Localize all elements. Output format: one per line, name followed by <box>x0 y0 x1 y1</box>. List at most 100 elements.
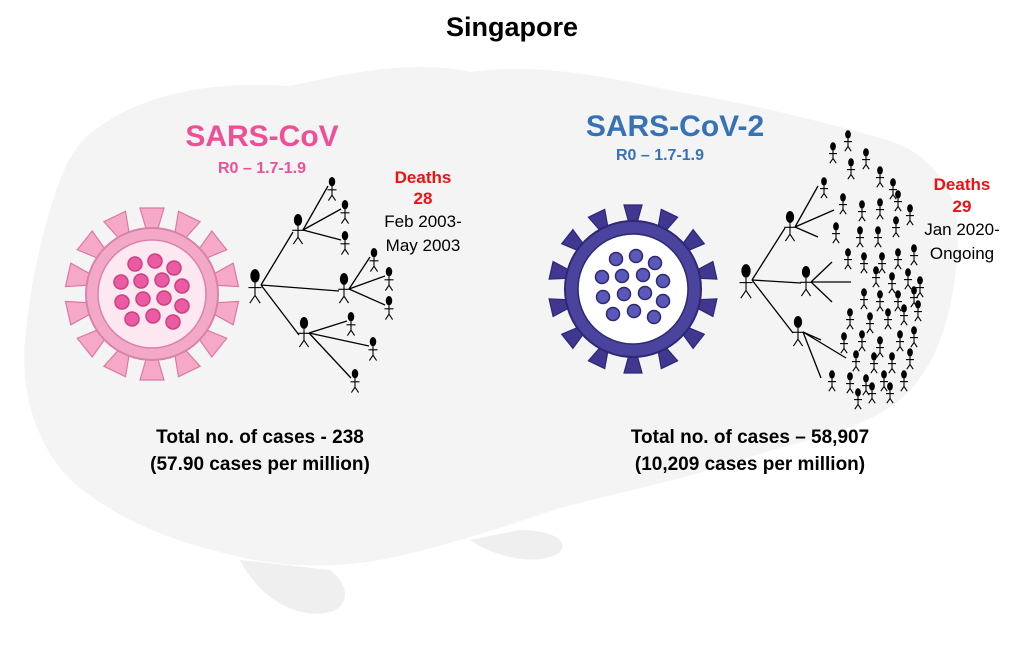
person-icon <box>800 265 812 297</box>
person-icon <box>847 158 855 180</box>
sars-cov-virus-icon <box>64 207 240 381</box>
sars-cov-2-deaths-label: Deaths <box>933 175 991 194</box>
person-icon <box>868 382 876 404</box>
person-icon <box>862 374 870 396</box>
person-icon <box>828 370 836 392</box>
person-icon <box>860 252 868 274</box>
person-icon <box>870 352 878 374</box>
person-icon <box>854 388 862 410</box>
person-icon <box>894 248 902 270</box>
sars-cov-period-end: May 2003 <box>385 236 461 255</box>
transmission-link <box>810 261 833 283</box>
person-icon <box>876 336 884 358</box>
person-icon <box>844 248 852 270</box>
person-icon <box>894 290 902 312</box>
person-icon <box>860 288 868 310</box>
person-icon <box>856 226 864 248</box>
transmission-link <box>794 209 835 228</box>
sars-cov-total-cases: Total no. of cases - 238 <box>156 427 364 448</box>
transmission-link <box>302 229 342 241</box>
transmission-link <box>751 227 786 281</box>
sars-cov-2-deaths-count: 29 <box>952 197 972 216</box>
sars-cov-2-r0: R0 – 1.7-1.9 <box>615 147 705 164</box>
person-icon <box>862 148 870 170</box>
transmission-link <box>794 185 819 228</box>
person-icon <box>914 300 922 322</box>
person-icon <box>900 370 908 392</box>
person-icon <box>784 210 796 242</box>
transmission-link <box>260 284 300 336</box>
person-icon <box>884 308 892 330</box>
person-icon <box>846 372 854 394</box>
person-icon <box>384 296 394 320</box>
person-icon <box>892 216 900 238</box>
person-icon <box>889 178 897 200</box>
transmission-link <box>308 332 370 347</box>
person-icon <box>904 268 912 290</box>
person-icon <box>900 304 908 326</box>
person-icon <box>248 269 262 304</box>
sars-cov-2-name: SARS-CoV-2 <box>585 110 765 143</box>
sars-cov-name: SARS-CoV <box>185 120 339 153</box>
transmission-link <box>302 185 329 231</box>
person-icon <box>916 276 924 298</box>
person-icon <box>866 312 874 334</box>
person-icon <box>384 267 394 291</box>
person-icon <box>839 193 847 215</box>
person-icon <box>876 198 884 220</box>
person-icon <box>872 266 880 288</box>
person-icon <box>368 337 378 361</box>
transmission-link <box>348 288 386 306</box>
transmission-link <box>751 279 802 284</box>
sars-cov-r0: R0 – 1.7-1.9 <box>217 160 307 177</box>
person-icon <box>832 222 840 244</box>
person-icon <box>340 231 350 255</box>
person-icon <box>840 332 848 354</box>
transmission-link <box>308 320 348 334</box>
person-icon <box>739 264 753 299</box>
transmission-link <box>260 231 294 286</box>
person-icon <box>369 248 379 272</box>
person-icon <box>346 312 356 336</box>
sars-cov-2-total-cases: Total no. of cases – 58,907 <box>630 427 870 448</box>
transmission-link <box>302 208 342 231</box>
person-icon <box>298 316 310 348</box>
sars-cov-2-cases-per-million: (10,209 cases per million) <box>634 454 866 475</box>
person-icon <box>910 244 918 266</box>
sars-cov-deaths-label: Deaths <box>394 168 452 187</box>
person-icon <box>906 348 914 370</box>
person-icon <box>844 130 852 152</box>
person-icon <box>846 308 854 330</box>
person-icon <box>886 382 894 404</box>
person-icon <box>876 290 884 312</box>
person-icon <box>888 272 896 294</box>
person-icon <box>829 142 837 164</box>
transmission-link <box>751 279 794 334</box>
person-icon <box>858 330 866 352</box>
person-icon <box>894 190 902 212</box>
sars-cov-deaths-count: 28 <box>413 189 433 208</box>
person-icon <box>792 315 804 347</box>
person-icon <box>874 226 882 248</box>
sars-cov-cases-per-million: (57.90 cases per million) <box>150 454 370 475</box>
page-title: Singapore <box>445 12 579 42</box>
transmission-link <box>348 275 386 290</box>
person-icon <box>878 252 886 274</box>
person-icon <box>910 326 918 348</box>
sars-cov-2-period-end: Ongoing <box>929 244 995 263</box>
person-icon <box>880 370 888 392</box>
sars-cov-period-start: Feb 2003- <box>384 212 462 231</box>
person-icon <box>906 204 914 226</box>
transmission-link <box>802 331 847 359</box>
transmission-link <box>794 226 819 238</box>
sars-cov-2-period-start: Jan 2020- <box>924 220 1000 239</box>
person-icon <box>338 272 350 304</box>
person-icon <box>888 352 896 374</box>
person-icon <box>350 369 360 393</box>
transmission-link <box>802 331 822 379</box>
transmission-link <box>810 281 833 303</box>
transmission-link <box>260 284 340 292</box>
transmission-link <box>308 332 352 379</box>
person-icon <box>292 213 304 245</box>
person-icon <box>858 200 866 222</box>
